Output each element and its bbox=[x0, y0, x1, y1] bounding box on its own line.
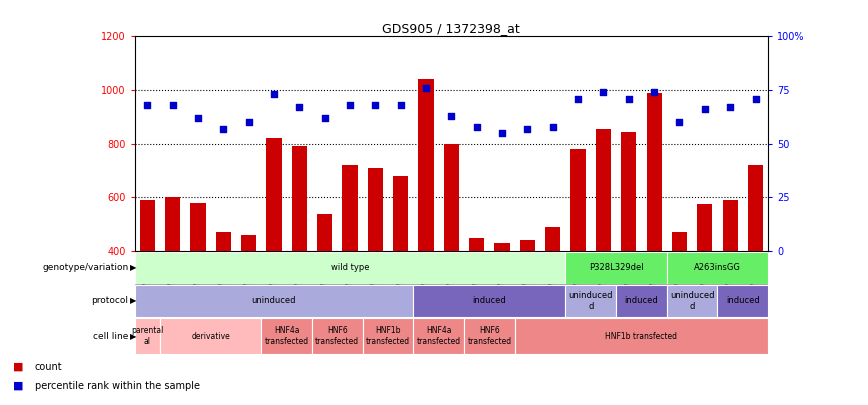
Text: protocol: protocol bbox=[91, 296, 128, 305]
Bar bbox=[595, 129, 611, 251]
Point bbox=[521, 126, 535, 132]
Bar bbox=[722, 200, 738, 251]
Point bbox=[343, 102, 357, 109]
Bar bbox=[565, 252, 667, 284]
Point bbox=[596, 89, 610, 96]
Bar bbox=[647, 93, 661, 251]
Point bbox=[444, 113, 458, 119]
Text: A263insGG: A263insGG bbox=[694, 263, 741, 272]
Text: HNF1b transfected: HNF1b transfected bbox=[606, 332, 677, 341]
Point bbox=[419, 85, 433, 91]
Bar bbox=[261, 318, 312, 354]
Text: ▶: ▶ bbox=[130, 296, 136, 305]
Bar bbox=[160, 318, 261, 354]
Point bbox=[267, 91, 281, 98]
Bar bbox=[317, 213, 332, 251]
Point bbox=[293, 104, 306, 111]
Text: uninduced: uninduced bbox=[252, 296, 296, 305]
Bar bbox=[672, 232, 687, 251]
Bar bbox=[718, 285, 768, 317]
Bar bbox=[190, 203, 206, 251]
Text: induced: induced bbox=[625, 296, 658, 305]
Point bbox=[216, 126, 230, 132]
Point bbox=[495, 130, 509, 136]
Text: P328L329del: P328L329del bbox=[589, 263, 643, 272]
Text: HNF4a
transfected: HNF4a transfected bbox=[417, 326, 461, 346]
Bar bbox=[135, 318, 160, 354]
Text: ■: ■ bbox=[13, 381, 23, 391]
Bar bbox=[241, 235, 256, 251]
Point bbox=[191, 115, 205, 121]
Text: wild type: wild type bbox=[331, 263, 369, 272]
Bar bbox=[464, 318, 515, 354]
Bar bbox=[393, 176, 408, 251]
Bar bbox=[515, 318, 768, 354]
Bar bbox=[545, 227, 561, 251]
Bar bbox=[292, 147, 307, 251]
Bar bbox=[520, 241, 535, 251]
Point bbox=[546, 124, 560, 130]
Text: percentile rank within the sample: percentile rank within the sample bbox=[35, 381, 200, 391]
Text: parental
al: parental al bbox=[131, 326, 163, 346]
Point bbox=[698, 106, 712, 113]
Bar bbox=[215, 232, 231, 251]
Text: induced: induced bbox=[726, 296, 760, 305]
Text: HNF6
transfected: HNF6 transfected bbox=[467, 326, 511, 346]
Point bbox=[621, 96, 635, 102]
Point bbox=[241, 119, 255, 126]
Text: derivative: derivative bbox=[191, 332, 230, 341]
Text: HNF1b
transfected: HNF1b transfected bbox=[366, 326, 410, 346]
Point bbox=[166, 102, 180, 109]
Text: HNF6
transfected: HNF6 transfected bbox=[315, 326, 359, 346]
Point bbox=[748, 96, 762, 102]
Text: count: count bbox=[35, 362, 62, 371]
Text: genotype/variation: genotype/variation bbox=[43, 263, 128, 272]
Bar bbox=[444, 144, 459, 251]
Text: uninduced
d: uninduced d bbox=[670, 291, 714, 311]
Bar bbox=[135, 252, 565, 284]
Point bbox=[648, 89, 661, 96]
Text: HNF4a
transfected: HNF4a transfected bbox=[265, 326, 309, 346]
Text: cell line: cell line bbox=[93, 332, 128, 341]
Point bbox=[318, 115, 332, 121]
Bar bbox=[363, 318, 413, 354]
Text: ▶: ▶ bbox=[130, 263, 136, 272]
Point bbox=[368, 102, 382, 109]
Text: uninduced
d: uninduced d bbox=[569, 291, 613, 311]
Bar bbox=[413, 318, 464, 354]
Title: GDS905 / 1372398_at: GDS905 / 1372398_at bbox=[383, 22, 520, 35]
Bar bbox=[667, 252, 768, 284]
Bar bbox=[135, 285, 413, 317]
Bar bbox=[165, 198, 181, 251]
Bar bbox=[667, 285, 718, 317]
Bar bbox=[342, 165, 358, 251]
Bar bbox=[266, 139, 281, 251]
Bar bbox=[368, 168, 383, 251]
Text: induced: induced bbox=[472, 296, 506, 305]
Bar bbox=[697, 204, 713, 251]
Bar bbox=[748, 165, 763, 251]
Bar bbox=[565, 285, 616, 317]
Bar bbox=[469, 238, 484, 251]
Bar bbox=[570, 149, 586, 251]
Point bbox=[571, 96, 585, 102]
Text: ▶: ▶ bbox=[130, 332, 136, 341]
Point bbox=[470, 124, 483, 130]
Bar bbox=[413, 285, 565, 317]
Point bbox=[723, 104, 737, 111]
Bar bbox=[418, 79, 434, 251]
Point bbox=[673, 119, 687, 126]
Text: ■: ■ bbox=[13, 362, 23, 371]
Bar bbox=[312, 318, 363, 354]
Bar bbox=[616, 285, 667, 317]
Bar bbox=[495, 243, 510, 251]
Point bbox=[394, 102, 408, 109]
Bar bbox=[621, 132, 636, 251]
Bar bbox=[140, 200, 155, 251]
Point bbox=[141, 102, 155, 109]
